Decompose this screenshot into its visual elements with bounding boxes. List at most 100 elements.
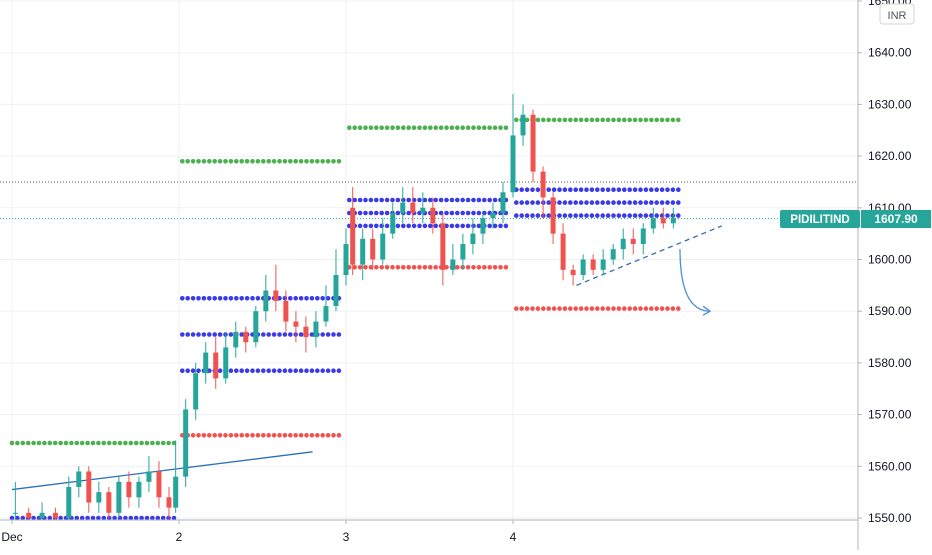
level-dot <box>379 197 385 203</box>
level-dot <box>212 433 217 438</box>
level-dot <box>595 117 600 123</box>
level-dot <box>492 223 498 229</box>
level-dot <box>578 187 584 192</box>
candle-down <box>86 466 92 513</box>
level-dot <box>584 187 589 192</box>
level-dot <box>444 210 449 216</box>
candle-body <box>470 233 476 244</box>
level-dot <box>665 306 670 311</box>
candle-body <box>480 218 486 234</box>
candle-body <box>263 290 269 312</box>
level-dot <box>190 368 196 374</box>
candle-body <box>370 238 376 260</box>
level-dot <box>207 433 212 438</box>
level-dot <box>638 213 643 218</box>
candle-up <box>480 212 486 244</box>
candle-up <box>263 275 269 322</box>
level-dot <box>196 433 201 438</box>
level-dot <box>632 187 638 192</box>
level-dot <box>476 197 482 203</box>
level-dot <box>150 440 155 446</box>
level-dot <box>190 159 196 164</box>
candle-up <box>193 362 199 420</box>
level-dot <box>422 265 428 270</box>
level-dot <box>627 200 632 205</box>
level-lines <box>9 117 681 521</box>
candle-down <box>166 486 172 518</box>
level-dot <box>379 125 385 130</box>
candle-up <box>223 331 229 384</box>
level-dot <box>514 117 519 123</box>
level-dot <box>58 440 63 446</box>
candle-down <box>293 311 299 343</box>
level-dot <box>551 187 557 192</box>
level-dot <box>530 306 535 311</box>
level-dot <box>239 296 244 301</box>
level-dot <box>487 223 493 229</box>
candle-up <box>66 476 72 524</box>
candle-body <box>213 352 219 379</box>
level-dot <box>293 159 299 164</box>
level-dot <box>605 187 611 192</box>
level-dot <box>482 125 487 130</box>
candle-up <box>460 233 466 270</box>
level-dot <box>298 296 304 301</box>
blue-level-line <box>514 200 681 205</box>
level-dot <box>217 433 223 438</box>
level-dot <box>487 265 493 270</box>
trend-lines[interactable] <box>11 225 722 491</box>
candle-down <box>106 486 112 518</box>
candle-up <box>313 311 319 348</box>
level-dot <box>363 125 368 130</box>
currency-badge[interactable]: INR <box>879 3 915 25</box>
candle-body <box>560 233 566 270</box>
candle-down <box>590 254 596 276</box>
level-dot <box>315 433 320 438</box>
level-dot <box>325 332 331 337</box>
level-dot <box>487 125 493 130</box>
level-dot <box>622 187 627 192</box>
candles <box>12 94 676 524</box>
level-dot <box>649 187 654 192</box>
green-level-line <box>347 125 509 130</box>
level-dot <box>336 332 342 337</box>
level-dot <box>524 200 530 205</box>
level-dot <box>309 332 315 337</box>
candle-body <box>183 409 189 477</box>
level-dot <box>498 265 503 270</box>
level-dot <box>665 187 670 192</box>
level-dot <box>676 306 681 311</box>
level-dot <box>277 433 282 438</box>
level-dot <box>465 223 471 229</box>
level-dot <box>379 265 385 270</box>
level-dot <box>492 265 498 270</box>
candle-body <box>540 171 546 198</box>
level-dot <box>363 210 368 216</box>
badges: INR PIDILITIND 1607.90 <box>780 3 931 228</box>
level-dot <box>519 187 524 192</box>
candle-up <box>390 202 396 239</box>
level-dot <box>357 210 363 216</box>
level-dot <box>123 515 128 521</box>
level-dot <box>471 265 476 270</box>
level-dot <box>368 125 374 130</box>
level-dot <box>573 306 578 311</box>
level-dot <box>234 368 239 374</box>
level-dot <box>352 265 358 270</box>
candle-down <box>440 212 446 286</box>
level-dot <box>207 159 212 164</box>
level-dot <box>368 223 374 229</box>
level-dot <box>449 210 455 216</box>
candle-down <box>273 264 279 312</box>
level-dot <box>476 210 482 216</box>
level-dot <box>562 187 568 192</box>
x-axis[interactable]: Dec23478 <box>1 520 932 544</box>
level-dot <box>357 223 363 229</box>
level-dot <box>455 223 460 229</box>
level-dot <box>288 159 293 164</box>
level-dot <box>20 440 26 446</box>
y-tick-label: 1620.00 <box>868 149 912 163</box>
